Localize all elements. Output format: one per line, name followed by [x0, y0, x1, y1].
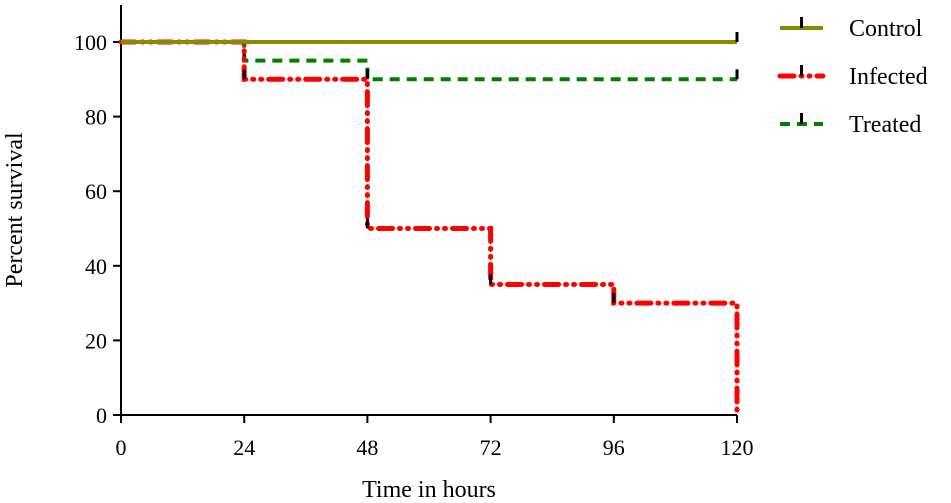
y-tick-label: 100 — [74, 30, 107, 55]
series-layer — [118, 32, 740, 418]
legend-label-control: Control — [849, 16, 923, 42]
y-tick-label: 0 — [96, 403, 107, 428]
y-axis-title: Percent survival — [2, 132, 28, 288]
x-tick-label: 24 — [233, 435, 255, 460]
series-line-treated — [121, 40, 737, 82]
series-line-infected — [118, 39, 740, 418]
y-tick-label: 20 — [85, 328, 107, 353]
y-tick-label: 60 — [85, 179, 107, 204]
legend: Control Infected Treated — [777, 16, 928, 138]
y-tick-label: 40 — [85, 254, 107, 279]
x-tick-label: 96 — [603, 435, 625, 460]
legend-label-treated: Treated — [849, 112, 921, 138]
axes: 0 20 40 60 80 100 0 24 48 72 96 120 — [74, 5, 754, 460]
y-tick-label: 80 — [85, 105, 107, 130]
x-tick-label: 0 — [116, 435, 127, 460]
legend-label-infected: Infected — [849, 64, 928, 90]
x-tick-label: 120 — [721, 435, 754, 460]
x-tick-label: 48 — [356, 435, 378, 460]
x-axis-title: Time in hours — [362, 477, 496, 503]
x-tick-label: 72 — [480, 435, 502, 460]
